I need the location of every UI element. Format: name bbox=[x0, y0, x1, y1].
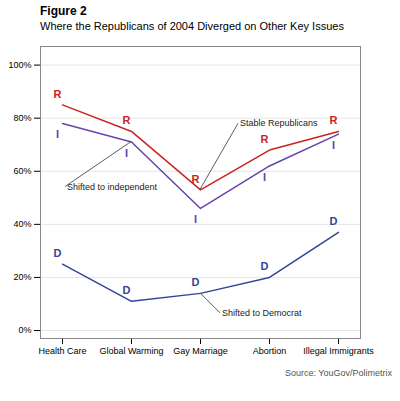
svg-text:I: I bbox=[263, 171, 266, 183]
svg-text:Abortion: Abortion bbox=[253, 346, 287, 356]
svg-text:Shifted to independent: Shifted to independent bbox=[67, 182, 158, 192]
svg-text:D: D bbox=[192, 276, 200, 288]
svg-text:Health Care: Health Care bbox=[38, 346, 86, 356]
svg-text:Gay Marriage: Gay Marriage bbox=[173, 346, 228, 356]
svg-text:D: D bbox=[261, 260, 269, 272]
svg-text:40%: 40% bbox=[13, 219, 31, 229]
svg-text:20%: 20% bbox=[13, 272, 31, 282]
svg-text:Global Warming: Global Warming bbox=[99, 346, 163, 356]
svg-text:I: I bbox=[194, 213, 197, 225]
svg-text:Illegal Immigrants: Illegal Immigrants bbox=[303, 346, 374, 356]
svg-text:Shifted to Democrat: Shifted to Democrat bbox=[222, 308, 302, 318]
svg-text:I: I bbox=[125, 147, 128, 159]
svg-text:I: I bbox=[332, 139, 335, 151]
svg-text:80%: 80% bbox=[13, 113, 31, 123]
svg-text:D: D bbox=[330, 215, 338, 227]
svg-text:R: R bbox=[261, 133, 269, 145]
html-text:Figure 2: Figure 2 bbox=[40, 4, 87, 18]
svg-text:R: R bbox=[123, 114, 131, 126]
svg-text:60%: 60% bbox=[13, 166, 31, 176]
svg-text:R: R bbox=[192, 173, 200, 185]
svg-text:0%: 0% bbox=[18, 325, 31, 335]
svg-text:D: D bbox=[123, 284, 131, 296]
svg-text:Stable Republicans: Stable Republicans bbox=[240, 118, 318, 128]
svg-text:I: I bbox=[56, 128, 59, 140]
svg-text:R: R bbox=[330, 114, 338, 126]
html-text:Source: YouGov/Polimetrix: Source: YouGov/Polimetrix bbox=[284, 368, 392, 378]
html-text:Where the Republicans of 2004: Where the Republicans of 2004 Diverged o… bbox=[40, 20, 344, 32]
svg-text:D: D bbox=[54, 247, 62, 259]
svg-text:100%: 100% bbox=[8, 60, 31, 70]
svg-text:R: R bbox=[54, 88, 62, 100]
